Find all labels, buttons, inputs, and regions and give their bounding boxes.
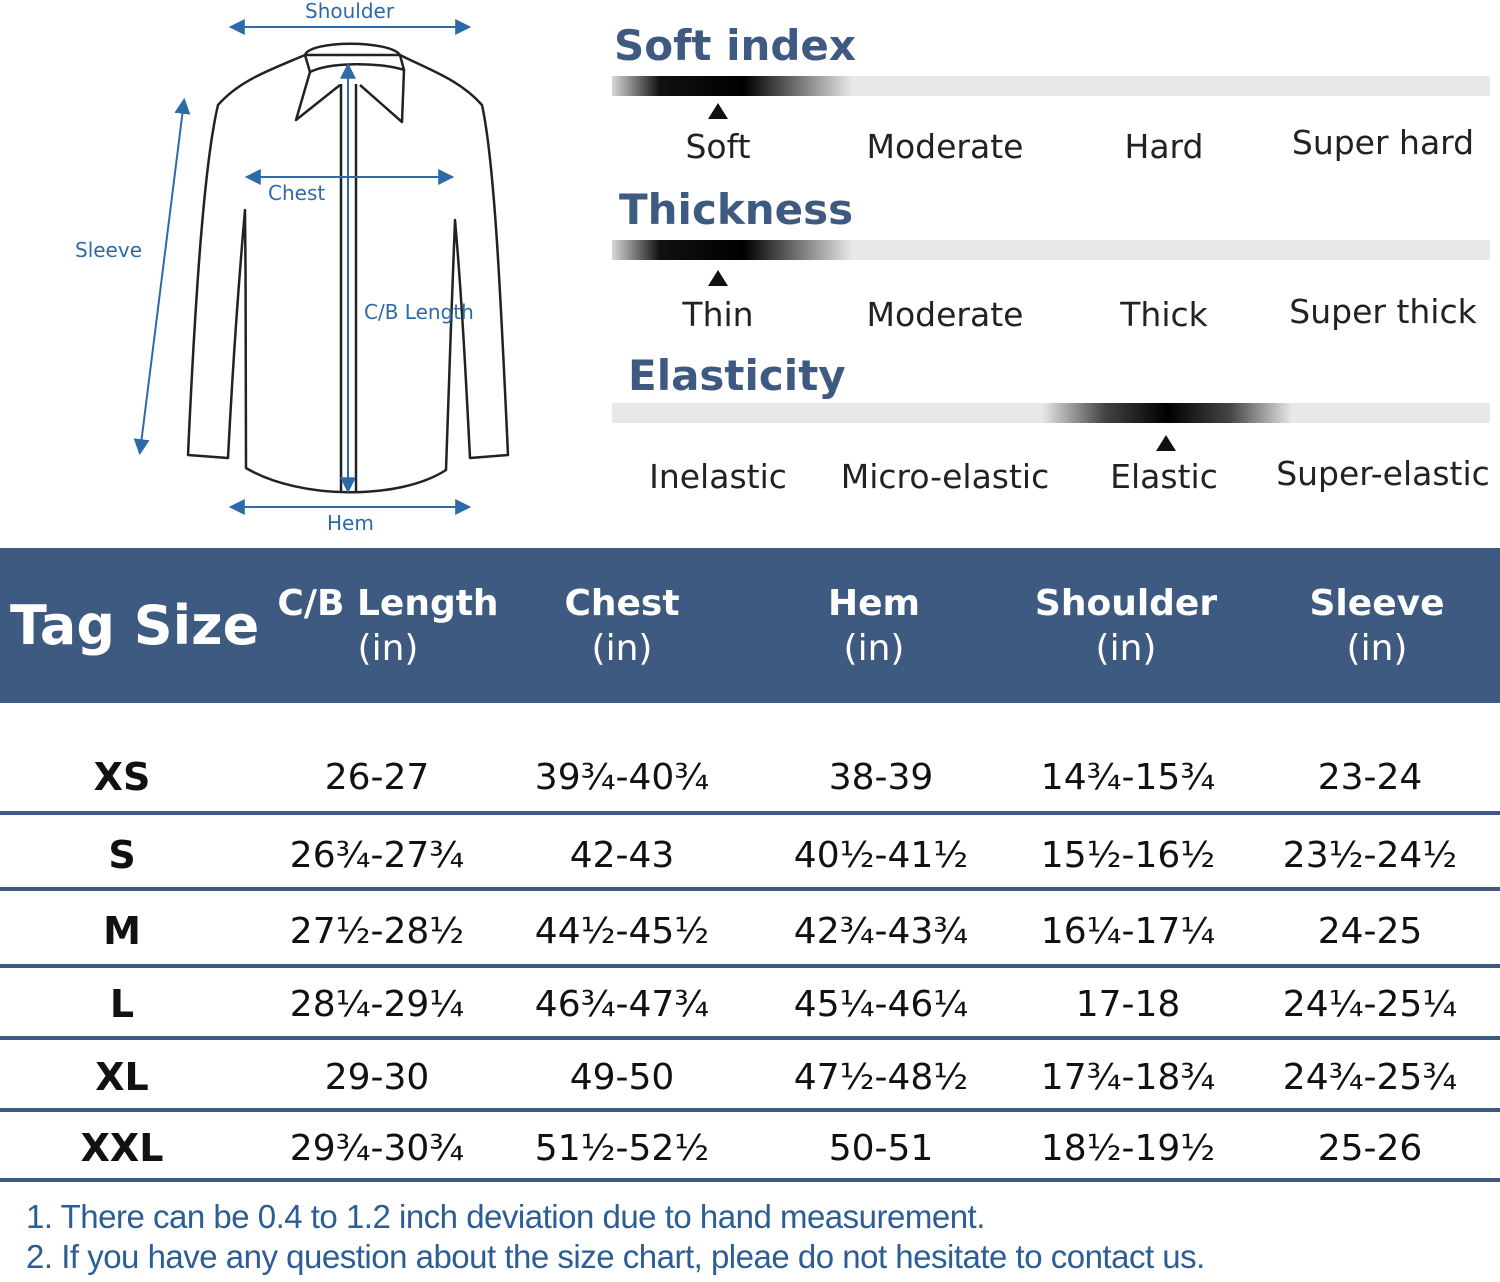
column-name: C/B Length [277, 582, 499, 624]
column-name: Shoulder [1034, 582, 1218, 624]
note-contact: 2. If you have any question about the si… [26, 1238, 1205, 1275]
size-cell: XS [93, 755, 151, 799]
elasticity-level: Super-elastic [1276, 454, 1490, 493]
thickness-level: Thick [1120, 295, 1208, 334]
column-name: Chest [564, 582, 680, 624]
measurement-cell: 18½-19½ [1040, 1128, 1216, 1169]
tag-size-header: Tag Size [10, 594, 260, 657]
row-divider [0, 887, 1500, 891]
measurement-cell: 42¾-43¾ [793, 911, 969, 952]
row-divider [0, 811, 1500, 815]
measurement-cell: 39¾-40¾ [534, 757, 710, 798]
column-header-cb-length: C/B Length (in) [277, 548, 498, 703]
elasticity-level: Inelastic [649, 457, 787, 496]
row-divider [0, 1036, 1500, 1040]
thickness-marker-icon [708, 270, 728, 286]
measurement-cell: 17¾-18¾ [1040, 1057, 1216, 1098]
measurement-cell: 47½-48½ [793, 1057, 969, 1098]
size-cell: XL [95, 1055, 149, 1099]
measurement-cell: 27½-28½ [289, 911, 465, 952]
measurement-cell: 44½-45½ [534, 911, 710, 952]
cb-length-label: C/B Length [364, 300, 474, 324]
shirt-outline-icon [133, 19, 510, 515]
column-header-hem: Hem (in) [828, 548, 920, 703]
chest-label: Chest [268, 181, 326, 205]
elasticity-bar [612, 403, 1490, 423]
note-deviation: 1. There can be 0.4 to 1.2 inch deviatio… [26, 1198, 985, 1235]
row-divider [0, 1108, 1500, 1112]
column-unit: (in) [843, 627, 905, 669]
thickness-bar [612, 240, 1490, 260]
hem-label: Hem [327, 511, 374, 535]
soft-index-title: Soft index [614, 21, 857, 70]
thickness-level: Thin [682, 295, 754, 334]
column-unit: (in) [1095, 627, 1157, 669]
column-header-chest: Chest (in) [564, 548, 679, 703]
size-cell: L [109, 982, 135, 1026]
column-header-sleeve: Sleeve (in) [1310, 548, 1445, 703]
soft-index-level: Moderate [866, 127, 1024, 166]
measurement-cell: 45¼-46¼ [793, 984, 969, 1025]
shoulder-label: Shoulder [305, 0, 395, 23]
soft-index-level: Hard [1124, 127, 1204, 166]
measurement-cell: 23½-24½ [1282, 835, 1458, 876]
measurement-cell: 29¾-30¾ [289, 1128, 465, 1169]
measurement-cell: 40½-41½ [793, 835, 969, 876]
elasticity-marker-icon [1156, 435, 1176, 451]
measurement-cell: 29-30 [324, 1057, 430, 1098]
measurement-cell: 46¾-47¾ [534, 984, 710, 1025]
thickness-title: Thickness [619, 185, 854, 234]
size-table-header: C/B Length (in) Chest (in) Hem (in) Shou… [0, 548, 1500, 703]
elasticity-level: Micro-elastic [840, 457, 1050, 496]
column-header-shoulder: Shoulder (in) [1035, 548, 1217, 703]
measurement-cell: 14¾-15¾ [1040, 757, 1216, 798]
column-name: Hem [827, 582, 921, 624]
elasticity-level: Elastic [1110, 457, 1218, 496]
measurement-cell: 25-26 [1317, 1128, 1423, 1169]
size-cell: XXL [80, 1126, 164, 1170]
column-unit: (in) [1346, 627, 1408, 669]
measurement-cell: 26¾-27¾ [289, 835, 465, 876]
row-divider [0, 964, 1500, 968]
measurement-cell: 17-18 [1075, 984, 1181, 1025]
measurement-cell: 24¾-25¾ [1282, 1057, 1458, 1098]
measurement-cell: 51½-52½ [534, 1128, 710, 1169]
sleeve-label: Sleeve [75, 238, 143, 262]
measurement-cell: 24-25 [1317, 911, 1423, 952]
measurement-cell: 15½-16½ [1040, 835, 1216, 876]
row-divider [0, 1178, 1500, 1182]
measurement-cell: 26-27 [324, 757, 430, 798]
measurement-cell: 24¼-25¼ [1282, 984, 1458, 1025]
measurement-cell: 28¼-29¼ [289, 984, 465, 1025]
column-unit: (in) [591, 627, 653, 669]
thickness-level: Super thick [1289, 292, 1477, 331]
soft-index-level: Super hard [1291, 123, 1475, 162]
measurement-cell: 23-24 [1317, 757, 1423, 798]
measurement-cell: 42-43 [569, 835, 675, 876]
thickness-level: Moderate [866, 295, 1024, 334]
soft-index-marker-icon [708, 103, 728, 119]
column-unit: (in) [357, 627, 419, 669]
column-name: Sleeve [1309, 582, 1445, 624]
measurement-cell: 16¼-17¼ [1040, 911, 1216, 952]
elasticity-title: Elasticity [628, 351, 846, 400]
size-cell: S [108, 833, 136, 877]
measurement-cell: 50-51 [828, 1128, 934, 1169]
measurement-cell: 49-50 [569, 1057, 675, 1098]
size-cell: M [103, 909, 141, 953]
measurement-cell: 38-39 [828, 757, 934, 798]
shirt-diagram: Shoulder Chest Sleeve C/B Length Hem [0, 0, 600, 545]
soft-index-level: Soft [685, 127, 751, 166]
soft-index-bar [612, 76, 1490, 96]
